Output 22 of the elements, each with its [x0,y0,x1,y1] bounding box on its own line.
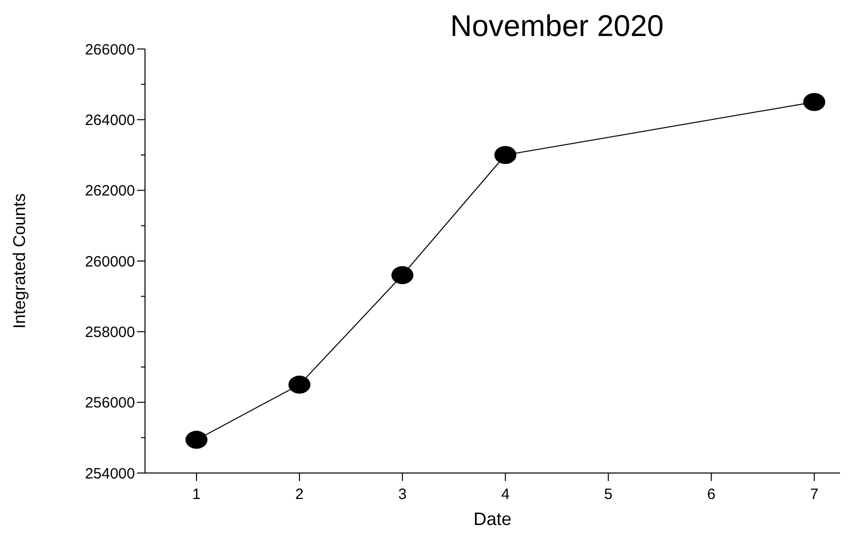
x-tick-label: 5 [604,486,613,503]
y-tick-label: 258000 [84,324,135,341]
y-tick-label: 264000 [84,112,135,129]
point [391,266,414,284]
point [803,93,826,111]
y-tick-label: 266000 [84,41,135,58]
x-axis-title: Date [473,509,512,529]
y-tick-label: 260000 [84,253,135,270]
y-tick-label: 254000 [84,465,135,482]
x-tick-label: 6 [707,486,716,503]
point [494,146,516,164]
y-axis-title: Integrated Counts [10,193,29,329]
x-tick-label: 1 [192,486,201,503]
x-tick-label: 2 [295,486,304,503]
x-tick-label: 3 [398,486,407,503]
y-tick-label: 256000 [84,394,135,412]
point [185,430,208,449]
y-tick-label: 262000 [84,182,135,200]
chart-title: November 2020 [450,10,664,43]
x-tick-label: 7 [810,486,818,503]
x-tick-label: 4 [501,486,510,503]
point [288,376,310,394]
